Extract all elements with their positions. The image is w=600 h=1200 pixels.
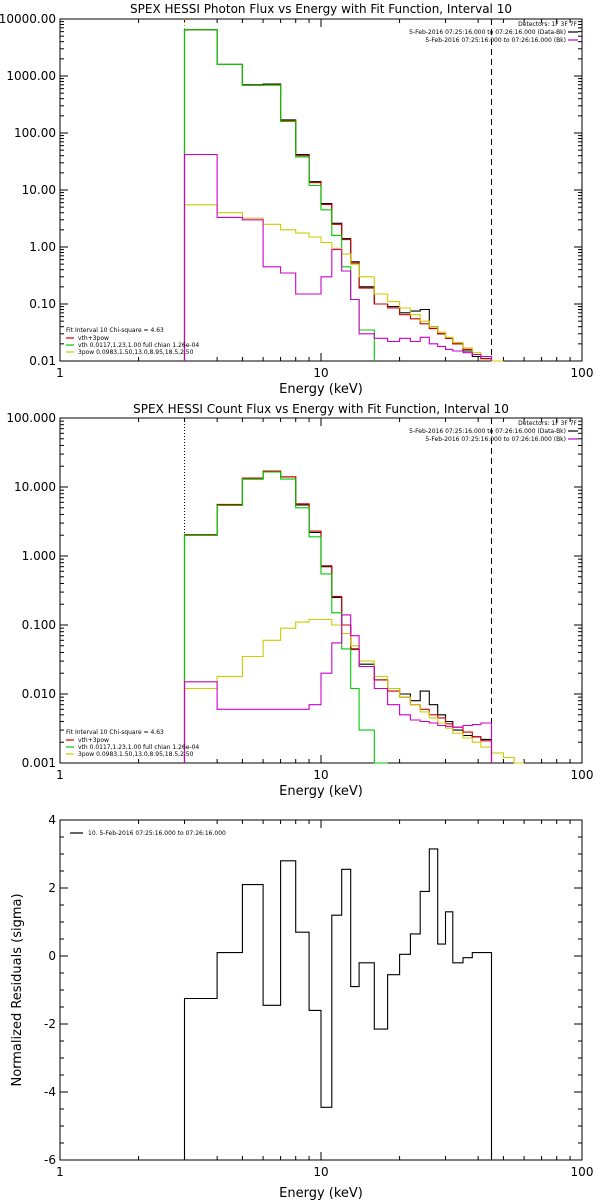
- residuals-y-tick-label: -6: [44, 1153, 56, 1167]
- photon-flux-series-vth: [183, 29, 375, 361]
- count-flux-fit-header: Fit Interval 10 Chi-square = 4.63: [66, 729, 164, 736]
- residuals-y-tick-label: -4: [44, 1085, 56, 1099]
- count-flux-x-tick-label: 1: [56, 768, 64, 782]
- residuals-x-tick-label: 100: [571, 1165, 594, 1179]
- residuals-y-tick-label: 0: [48, 949, 56, 963]
- count-flux-y-tick-label: 0.001: [22, 756, 56, 770]
- count-flux-series-bk: [183, 614, 493, 763]
- residuals-y-tick-label: 2: [48, 881, 56, 895]
- photon-flux-panel: SPEX HESSI Photon Flux vs Energy with Fi…: [0, 2, 593, 397]
- count-flux-ticks: 1 10 100 100.000 10.000 1.000 0.100 0.010 0.001: [6, 411, 593, 782]
- residuals-x-tick-label: 10: [313, 1165, 328, 1179]
- photon-flux-detectors-label: Detectors: 1F 3F 7F: [518, 21, 577, 28]
- count-flux-y-tick-label: 1.000: [22, 549, 56, 563]
- residuals-y-tick-label: -2: [44, 1017, 56, 1031]
- photon-flux-title: SPEX HESSI Photon Flux vs Energy with Fi…: [130, 2, 512, 16]
- photon-flux-fit-total-label: vth+3pow: [78, 335, 109, 342]
- photon-flux-ticks: 1 10 100 10000.00 1000.00 100.00 10.00 1.00 0.10…: [0, 12, 593, 380]
- photon-flux-range-lines: [184, 19, 492, 361]
- count-flux-x-tick-label: 100: [571, 768, 594, 782]
- photon-flux-series-3pow: [183, 204, 504, 362]
- residuals-ticks: 1 10 100 4 2 0 -2 -4 -6: [44, 813, 593, 1179]
- count-flux-legend-bk-label: 5-Feb-2016 07:25:16.000 to 07:26:16.000 …: [425, 436, 566, 443]
- residuals-series-10-5-feb-2016-07-25-16-000-to-07-26-16-000: [183, 848, 493, 1160]
- photon-flux-x-tick-label: 10: [313, 366, 328, 380]
- photon-flux-y-tick-label: 10.00: [22, 183, 56, 197]
- photon-flux-legend-bk-label: 5-Feb-2016 07:25:16.000 to 07:26:16.000 …: [425, 37, 566, 44]
- count-flux-fit-3pow-label: 3pow 0.0983,1.50,13.0,8.95,18.5,2.50: [78, 751, 194, 758]
- photon-flux-fit-vth-label: vth 0.0117,1.23,1.00 full chian 1.26e-04: [78, 342, 199, 349]
- residuals-legend-label: 10. 5-Feb-2016 07:25:16.000 to 07:26:16.…: [88, 830, 226, 837]
- residuals-plot-frame: [59, 819, 583, 1161]
- photon-flux-y-tick-label: 1000.00: [6, 69, 56, 83]
- count-flux-series-3pow: [183, 618, 525, 764]
- photon-flux-y-tick-label: 1.00: [29, 240, 56, 254]
- count-flux-y-tick-label: 0.010: [22, 687, 56, 701]
- count-flux-title: SPEX HESSI Count Flux vs Energy with Fit…: [133, 402, 509, 416]
- photon-flux-x-tick-label: 100: [571, 366, 594, 380]
- count-flux-y-tick-label: 100.000: [6, 411, 56, 425]
- count-flux-series: [183, 470, 525, 764]
- photon-flux-series-data-bk: [183, 29, 493, 361]
- count-flux-legend-data-label: 5-Feb-2016 07:25:16.000 to 07:26:16.000 …: [409, 428, 566, 435]
- count-flux-fit-vth-label: vth 0.0117,1.23,1.00 full chian 1.26e-04: [78, 744, 199, 751]
- photon-flux-x-tick-label: 1: [56, 366, 64, 380]
- photon-flux-y-tick-label: 0.10: [29, 297, 56, 311]
- photon-flux-legend-data-label: 5-Feb-2016 07:25:16.000 to 07:26:16.000 …: [409, 29, 566, 36]
- residuals-panel: 1 10 100 4 2 0 -2 -4 -6 Energy (keV) Normalized …: [10, 813, 593, 1200]
- count-flux-y-tick-label: 10.000: [14, 480, 56, 494]
- count-flux-fit-total-label: vth+3pow: [78, 737, 109, 744]
- photon-flux-legend-fit: Fit Interval 10 Chi-square = 4.63 vth+3p…: [66, 327, 199, 356]
- count-flux-detectors-label: Detectors: 1F 3F 7F: [518, 420, 577, 427]
- count-flux-plot-frame: [59, 417, 583, 764]
- residuals-y-tick-label: 4: [48, 813, 56, 827]
- count-flux-series-vth: [183, 471, 388, 764]
- photon-flux-legend-top-right: Detectors: 1F 3F 7F 5-Feb-2016 07:25:16.…: [409, 21, 578, 44]
- count-flux-range-lines: [184, 418, 492, 763]
- residuals-y-axis-label: Normalized Residuals (sigma): [10, 893, 25, 1086]
- count-flux-series-vth-3pow: [183, 470, 493, 763]
- count-flux-x-axis-label: Energy (keV): [279, 784, 363, 799]
- count-flux-legend-top-right: Detectors: 1F 3F 7F 5-Feb-2016 07:25:16.…: [409, 420, 578, 443]
- count-flux-x-tick-label: 10: [313, 768, 328, 782]
- photon-flux-y-tick-label: 0.01: [29, 354, 56, 368]
- photon-flux-y-tick-label: 10000.00: [0, 12, 56, 26]
- photon-flux-fit-3pow-label: 3pow 0.0983,1.50,13.0,8.95,18.5,2.50: [78, 349, 194, 356]
- photon-flux-series: [183, 29, 504, 362]
- residuals-series: [183, 848, 493, 1160]
- residuals-legend: 10. 5-Feb-2016 07:25:16.000 to 07:26:16.…: [70, 830, 226, 837]
- count-flux-panel: SPEX HESSI Count Flux vs Energy with Fit…: [6, 402, 593, 799]
- count-flux-y-tick-label: 0.100: [22, 618, 56, 632]
- photon-flux-x-axis-label: Energy (keV): [279, 382, 363, 397]
- photon-flux-series-vth-3pow: [183, 29, 493, 361]
- photon-flux-fit-header: Fit Interval 10 Chi-square = 4.63: [66, 327, 164, 334]
- photon-flux-y-tick-label: 100.00: [14, 126, 56, 140]
- residuals-x-tick-label: 1: [56, 1165, 64, 1179]
- residuals-x-axis-label: Energy (keV): [279, 1186, 363, 1200]
- photon-flux-series-bk: [183, 153, 493, 361]
- count-flux-legend-fit: Fit Interval 10 Chi-square = 4.63 vth+3p…: [66, 729, 199, 758]
